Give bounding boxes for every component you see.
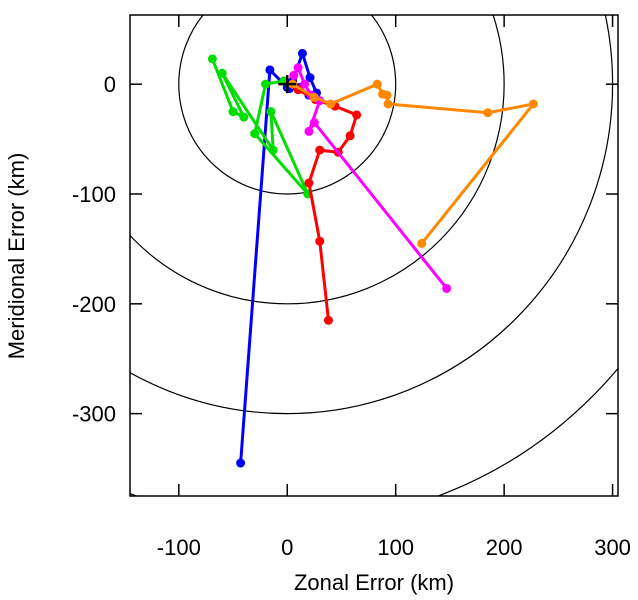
series-line <box>210 57 310 196</box>
range-circles <box>130 15 618 496</box>
series-3 <box>293 85 362 325</box>
data-point <box>261 79 271 89</box>
data-point <box>383 99 393 109</box>
range-circle-100 <box>178 15 397 195</box>
data-point <box>323 315 333 325</box>
data-point <box>528 99 538 109</box>
origin-marker <box>278 75 297 94</box>
y-tick-label: -100 <box>72 182 116 207</box>
range-circle-200 <box>130 15 505 305</box>
data-point <box>300 79 310 89</box>
data-point <box>217 68 227 78</box>
y-axis-title: Meridional Error (km) <box>4 153 29 360</box>
data-point <box>293 63 303 73</box>
x-tick-label: 100 <box>377 535 414 560</box>
data-point <box>268 145 278 155</box>
error-tracks <box>207 48 538 468</box>
data-point <box>378 89 388 99</box>
data-point <box>239 112 249 122</box>
y-tick-label: -200 <box>72 292 116 317</box>
data-point <box>442 283 452 293</box>
data-point <box>228 107 238 117</box>
data-point <box>352 110 362 120</box>
data-point <box>265 65 275 75</box>
data-point <box>345 131 355 141</box>
x-tick-label: 200 <box>486 535 523 560</box>
series-line <box>239 51 319 465</box>
data-point <box>304 178 314 188</box>
range-circle-400 <box>130 367 618 496</box>
x-tick-label: 300 <box>594 535 631 560</box>
plot-frame <box>129 14 619 497</box>
data-point <box>309 92 319 102</box>
data-point <box>315 236 325 246</box>
x-axis-title: Zonal Error (km) <box>294 570 454 595</box>
data-point <box>236 458 246 468</box>
y-tick-label: -300 <box>72 402 116 427</box>
x-tick-label: 0 <box>281 535 293 560</box>
data-point <box>289 70 299 80</box>
data-point <box>372 79 382 89</box>
y-tick-label: 0 <box>104 72 116 97</box>
series-line <box>291 82 535 245</box>
data-point <box>304 126 314 136</box>
y-axis: 0 -100 -200 -300 <box>72 72 618 427</box>
x-tick-label: -100 <box>157 535 201 560</box>
data-point <box>250 129 260 139</box>
data-point <box>326 99 336 109</box>
data-point <box>305 73 315 83</box>
x-axis: -100 0 100 200 300 <box>157 15 631 560</box>
data-point <box>417 238 427 248</box>
data-point <box>266 107 276 117</box>
data-point <box>483 108 493 118</box>
series-line <box>296 88 359 322</box>
data-point <box>315 145 325 155</box>
data-point <box>309 118 319 128</box>
data-point <box>207 54 217 64</box>
data-point <box>297 48 307 58</box>
series-5 <box>288 79 538 248</box>
